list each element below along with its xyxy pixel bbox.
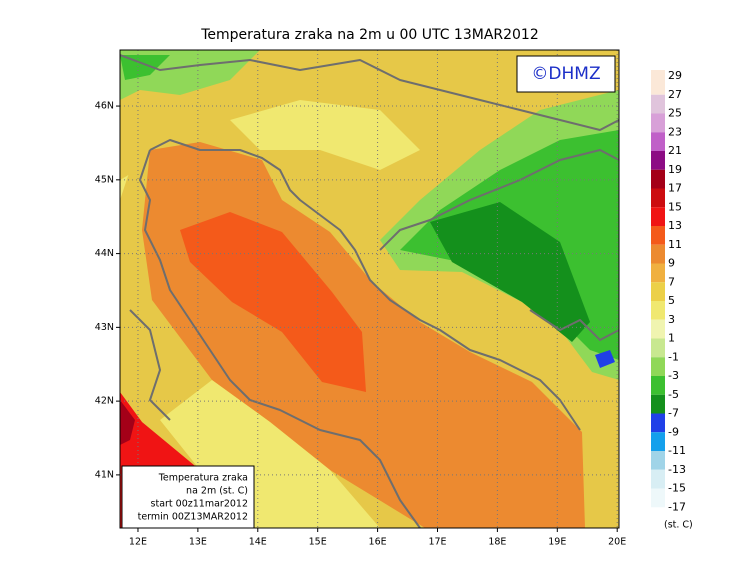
- legend-swatch: [651, 70, 665, 76]
- legend-label: 15: [668, 200, 682, 213]
- y-tick-label: 44N: [95, 248, 114, 259]
- y-tick-label: 41N: [95, 469, 114, 480]
- graticule: 12E 13E 14E 15E 16E 17E 18E 19E 20E 41N 42N 43N 44N 4…: [95, 50, 626, 548]
- legend-label: -11: [668, 444, 686, 457]
- map-frame: [119, 49, 620, 529]
- y-tick-label: 45N: [95, 174, 114, 185]
- legend-label: 29: [668, 69, 682, 82]
- map-title: Temperatura zraka na 2m u 00 UTC 13MAR20…: [200, 27, 539, 43]
- legend: 29 27 25 23 21 19 17 15 13 11 9 7 5 3 1 -1 -3 -5 -7 -9 -11 -1…: [651, 69, 693, 531]
- legend-label: 3: [668, 313, 675, 326]
- legend-label: -3: [668, 369, 679, 382]
- legend-label: 11: [668, 238, 682, 251]
- x-tick-label: 14E: [249, 537, 267, 548]
- x-tick-label: 16E: [369, 537, 387, 548]
- legend-label: 21: [668, 144, 682, 157]
- info-line: Temperatura zraka: [158, 473, 248, 484]
- legend-swatch: [651, 357, 665, 376]
- legend-label: 7: [668, 275, 675, 288]
- legend-label: 27: [668, 88, 682, 101]
- legend-swatch: [651, 113, 665, 133]
- legend-label: -1: [668, 350, 679, 363]
- legend-swatch: [651, 451, 665, 470]
- legend-swatch: [651, 432, 665, 451]
- legend-label: 17: [668, 182, 682, 195]
- info-line: start 00z11mar2012: [151, 499, 248, 510]
- copyright: ©DHMZ: [531, 64, 600, 84]
- x-tick-label: 18E: [488, 537, 506, 548]
- x-tick-label: 12E: [129, 537, 147, 548]
- x-tick-label: 19E: [548, 537, 566, 548]
- legend-swatch: [651, 263, 665, 283]
- legend-label: -17: [668, 500, 686, 513]
- legend-label: 9: [668, 257, 675, 270]
- legend-swatch: [651, 394, 665, 414]
- y-tick-label: 42N: [95, 396, 114, 407]
- info-text: Temperatura zraka na 2m (st. C) start 00z1…: [138, 473, 248, 523]
- y-tick-label: 46N: [95, 101, 114, 112]
- legend-swatch: [651, 488, 665, 508]
- legend-label: 13: [668, 219, 682, 232]
- legend-unit: (st. C): [664, 520, 693, 531]
- legend-label: -7: [668, 407, 679, 420]
- legend-swatch: [651, 188, 665, 208]
- info-box: [121, 465, 255, 529]
- legend-swatch: [651, 338, 665, 358]
- legend-swatch: [651, 132, 665, 151]
- legend-label: 19: [668, 163, 682, 176]
- legend-swatch: [651, 76, 665, 95]
- legend-label: -13: [668, 463, 686, 476]
- legend-swatch: [651, 226, 665, 245]
- x-tick-label: 17E: [428, 537, 446, 548]
- legend-swatch: [651, 469, 665, 489]
- y-tick-label: 43N: [95, 322, 114, 333]
- info-line: termin 00Z13MAR2012: [138, 512, 248, 523]
- x-tick-label: 20E: [608, 537, 626, 548]
- legend-swatch: [651, 413, 665, 433]
- legend-swatch: [651, 244, 665, 264]
- copyright-box: [516, 55, 616, 93]
- legend-label: 23: [668, 125, 682, 138]
- legend-swatch: [651, 376, 665, 395]
- legend-swatch: [651, 169, 665, 189]
- legend-label: -9: [668, 425, 679, 438]
- legend-swatch: [651, 207, 665, 226]
- x-tick-label: 13E: [189, 537, 207, 548]
- temperature-field: [120, 50, 619, 528]
- legend-swatch: [651, 282, 665, 301]
- legend-label: 25: [668, 107, 682, 120]
- legend-swatch: [651, 151, 665, 170]
- legend-label: 1: [668, 332, 675, 345]
- legend-swatch: [651, 301, 665, 320]
- info-line: na 2m (st. C): [186, 486, 248, 497]
- legend-label: -15: [668, 482, 686, 495]
- legend-label: -5: [668, 388, 679, 401]
- x-tick-label: 15E: [309, 537, 327, 548]
- legend-swatch: [651, 94, 665, 114]
- legend-label: 5: [668, 294, 675, 307]
- legend-swatch: [651, 319, 665, 339]
